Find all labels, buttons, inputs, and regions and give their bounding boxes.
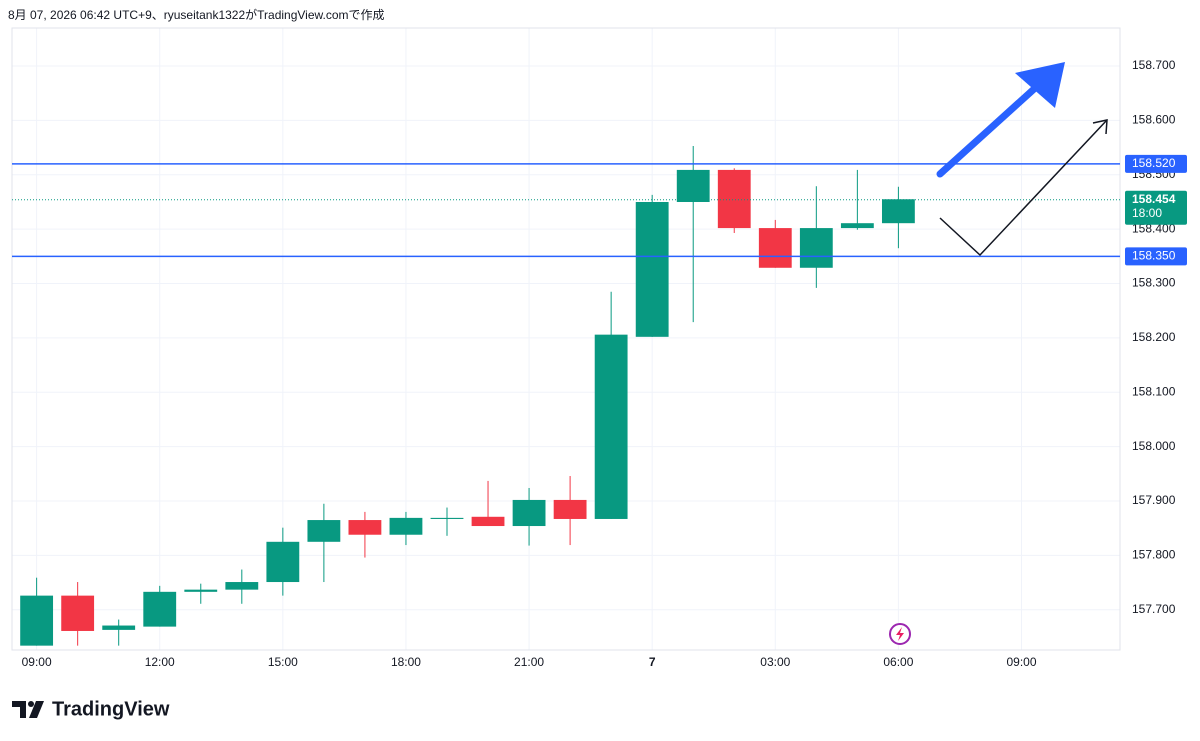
y-tick-label: 157.700 xyxy=(1132,602,1176,616)
hline-label-box xyxy=(1125,247,1187,266)
candle-body xyxy=(20,595,54,646)
y-tick-label: 157.900 xyxy=(1132,493,1176,507)
y-tick-label: 158.700 xyxy=(1132,58,1176,72)
candle-body xyxy=(143,591,177,627)
flash-icon xyxy=(889,623,911,645)
candle-body xyxy=(553,499,587,519)
drawing-blue-arrow xyxy=(936,62,1065,178)
candle-body xyxy=(225,582,259,590)
countdown-label: 18:00 xyxy=(1132,206,1162,220)
candle-body xyxy=(717,169,751,229)
candle-body xyxy=(184,589,218,592)
candle-body xyxy=(881,199,915,224)
x-tick-label: 15:00 xyxy=(268,655,298,669)
candle-body xyxy=(102,625,136,630)
x-tick-label: 09:00 xyxy=(1006,655,1036,669)
candle-body xyxy=(307,520,341,542)
candle-body xyxy=(471,516,505,527)
candle-body xyxy=(594,334,628,519)
candle-body xyxy=(348,520,382,535)
candle-body xyxy=(840,223,874,229)
y-tick-label: 158.000 xyxy=(1132,439,1176,453)
y-tick-label: 157.800 xyxy=(1132,548,1176,562)
candle-body xyxy=(676,169,710,202)
candle-body xyxy=(430,517,464,519)
candle-body xyxy=(799,228,833,268)
drawing-path-arrow xyxy=(939,119,1108,257)
candle-body xyxy=(512,499,546,527)
x-tick-label: 06:00 xyxy=(883,655,913,669)
logo: TradingView xyxy=(12,698,170,720)
candle-body xyxy=(635,201,669,337)
y-tick-label: 158.600 xyxy=(1132,113,1176,127)
candle-body xyxy=(758,228,792,268)
x-tick-label: 21:00 xyxy=(514,655,544,669)
x-tick-label: 18:00 xyxy=(391,655,421,669)
x-tick-label: 7 xyxy=(649,655,656,669)
candle-body xyxy=(61,595,95,631)
plot-frame xyxy=(11,27,1121,651)
x-tick-label: 03:00 xyxy=(760,655,790,669)
y-tick-label: 158.400 xyxy=(1132,221,1176,235)
y-tick-label: 158.300 xyxy=(1132,276,1176,290)
hline-label: 158.520 xyxy=(1132,156,1176,170)
logo-text: TradingView xyxy=(52,698,170,720)
hline-label: 158.350 xyxy=(1132,249,1176,263)
header: 8月 07, 2026 06:42 UTC+9、ryuseitank1322がT… xyxy=(8,7,385,22)
x-tick-label: 09:00 xyxy=(22,655,52,669)
last-price-box xyxy=(1125,190,1187,225)
y-tick-label: 158.100 xyxy=(1132,384,1176,398)
candle-body xyxy=(266,541,300,583)
y-tick-label: 158.200 xyxy=(1132,330,1176,344)
hline-label-box xyxy=(1125,154,1187,173)
x-tick-label: 12:00 xyxy=(145,655,175,669)
candle-body xyxy=(389,517,423,535)
last-price-label: 158.454 xyxy=(1132,192,1176,206)
